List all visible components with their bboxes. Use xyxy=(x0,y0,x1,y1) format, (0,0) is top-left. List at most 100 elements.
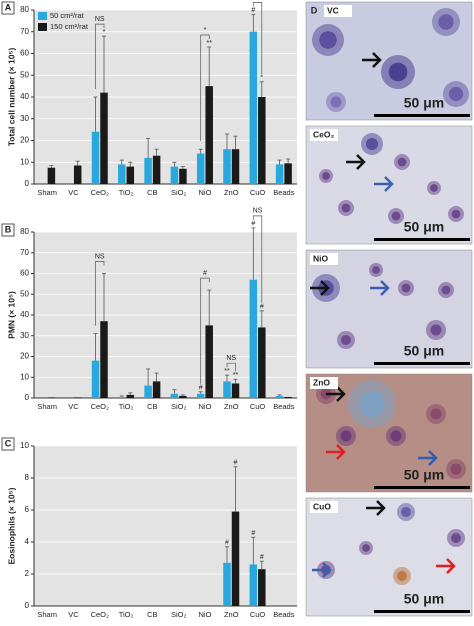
bar xyxy=(152,381,161,398)
cell-nucleus xyxy=(319,31,337,49)
x-tick-label: NiO xyxy=(198,402,211,411)
bracket xyxy=(252,2,263,74)
x-tick-label: SiO₂ xyxy=(171,188,187,197)
bracket xyxy=(95,261,105,326)
bar xyxy=(275,395,284,398)
cell-nucleus xyxy=(341,203,351,213)
bar xyxy=(179,168,187,184)
cell-nucleus xyxy=(397,571,407,581)
bar xyxy=(249,31,258,184)
y-tick-label: 80 xyxy=(20,5,29,14)
bar xyxy=(258,327,266,398)
x-tick-label: CuO xyxy=(250,610,266,619)
x-tick-label: ZnO xyxy=(224,188,239,197)
scale-bar xyxy=(374,610,470,613)
legend-label: 50 cm²/rat xyxy=(50,11,85,20)
bracket-label: NS xyxy=(95,253,105,260)
scale-bar xyxy=(374,238,470,241)
scale-bar xyxy=(374,486,470,489)
bar xyxy=(91,131,100,184)
bar xyxy=(118,164,126,184)
y-tick-label: 40 xyxy=(20,310,29,319)
scale-label: 50 μm xyxy=(404,467,444,483)
y-tick-label: 10 xyxy=(20,441,29,450)
bar xyxy=(205,86,213,184)
image-label-box xyxy=(324,5,352,17)
cell-nucleus xyxy=(365,137,379,151)
x-tick-label: Sham xyxy=(37,610,57,619)
x-tick-label: CB xyxy=(147,610,157,619)
image-label: CeO₂ xyxy=(313,129,334,139)
significance-label: # xyxy=(251,221,255,228)
y-tick-label: 60 xyxy=(20,49,29,58)
bar xyxy=(223,149,231,184)
y-tick-label: 8 xyxy=(25,473,30,482)
cell-nucleus xyxy=(430,408,442,420)
x-tick-label: CeO₂ xyxy=(91,610,109,619)
bar xyxy=(126,166,135,184)
x-tick-label: Sham xyxy=(37,188,57,197)
y-tick-label: 6 xyxy=(25,505,30,514)
significance-label: ** xyxy=(206,40,212,47)
bar xyxy=(47,397,56,398)
image-label: NiO xyxy=(313,253,329,263)
arrow xyxy=(418,450,438,466)
bar xyxy=(118,396,126,398)
scale-label: 50 μm xyxy=(404,219,444,235)
cell-nucleus xyxy=(438,14,454,30)
bracket xyxy=(200,34,210,142)
significance-label: # xyxy=(234,460,238,467)
x-tick-label: CeO₂ xyxy=(91,402,109,411)
bar xyxy=(223,562,231,606)
y-axis-label: Eosinophils (× 10⁵) xyxy=(6,487,16,564)
x-tick-label: VC xyxy=(68,188,79,197)
arrow xyxy=(436,558,456,574)
arrow xyxy=(326,444,346,460)
y-tick-label: 50 xyxy=(20,289,29,298)
x-tick-label: Beads xyxy=(273,402,295,411)
y-tick-label: 10 xyxy=(20,157,29,166)
y-axis-label: PMN (× 10⁵) xyxy=(6,291,16,339)
bracket-label: NS xyxy=(253,0,263,1)
bar xyxy=(196,393,205,398)
arrow xyxy=(310,280,330,296)
y-tick-label: 4 xyxy=(25,537,30,546)
x-tick-label: CB xyxy=(147,402,157,411)
scale-label: 50 μm xyxy=(404,591,444,607)
arrow xyxy=(366,500,386,516)
bar xyxy=(73,397,82,398)
x-tick-label: TiO₂ xyxy=(119,402,134,411)
bracket-label: NS xyxy=(226,355,236,362)
bar xyxy=(258,569,266,606)
cell-nucleus xyxy=(372,266,380,274)
bar xyxy=(205,325,213,398)
bracket xyxy=(226,362,236,372)
legend-swatch xyxy=(38,12,47,20)
y-axis-label: Total cell number (× 10⁵) xyxy=(6,48,16,147)
x-tick-label: VC xyxy=(68,402,79,411)
y-tick-label: 50 xyxy=(20,70,29,79)
bar xyxy=(73,165,82,184)
scale-label: 50 μm xyxy=(404,95,444,111)
x-tick-label: Beads xyxy=(273,610,295,619)
panel-box xyxy=(1,437,15,451)
y-tick-label: 2 xyxy=(25,569,30,578)
image-label: CuO xyxy=(313,501,331,511)
arrow xyxy=(312,562,332,578)
bar xyxy=(170,166,179,184)
significance-label: # xyxy=(225,540,229,547)
panel-label: C xyxy=(5,438,12,448)
y-tick-label: 30 xyxy=(20,331,29,340)
micrograph xyxy=(305,497,473,617)
bracket xyxy=(200,277,210,384)
cell-nucleus xyxy=(430,324,442,336)
significance-label: # xyxy=(260,554,264,561)
panel-label: B xyxy=(5,224,12,234)
arrow xyxy=(362,52,382,68)
x-tick-label: CB xyxy=(147,188,157,197)
cell-nucleus xyxy=(401,507,411,517)
cell-nucleus xyxy=(322,172,330,180)
bracket xyxy=(252,215,263,303)
y-tick-label: 0 xyxy=(25,393,30,402)
